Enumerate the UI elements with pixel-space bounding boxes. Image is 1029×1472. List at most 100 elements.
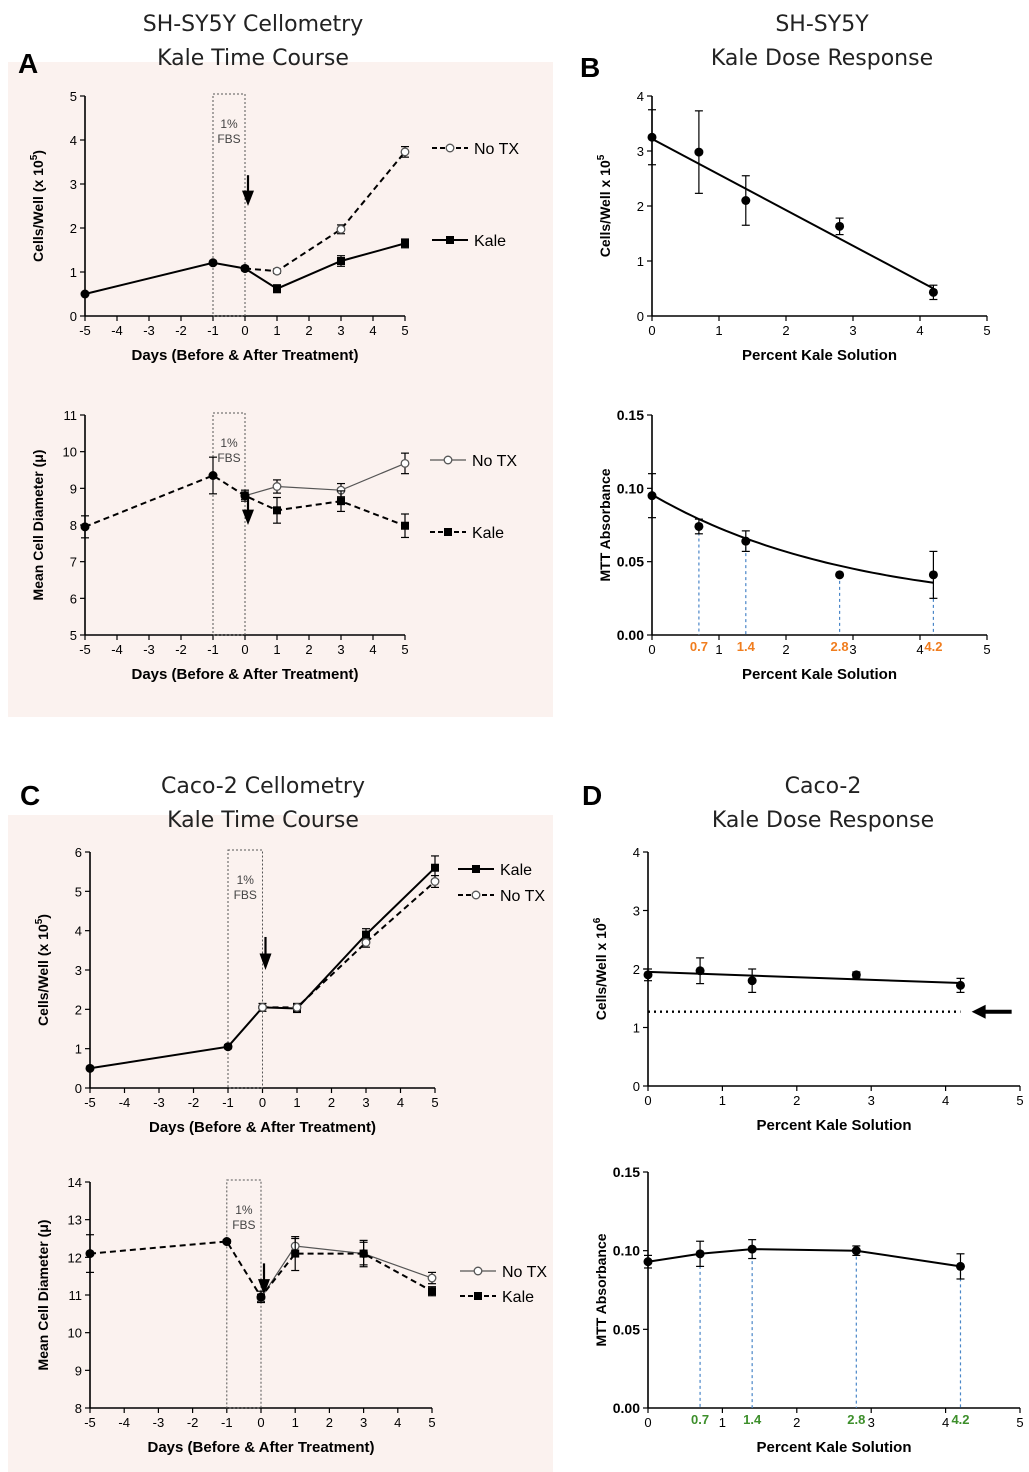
x-tick-label: -3 — [143, 642, 155, 657]
y-axis-label-end: ) — [30, 150, 46, 155]
y-tick-label: 3 — [633, 904, 640, 919]
legend-marker — [471, 890, 481, 900]
y-tick-label: 0.00 — [617, 627, 644, 643]
x-axis-label: Days (Before & After Treatment) — [149, 1119, 376, 1136]
fbs-box-label: FBS — [232, 1218, 255, 1232]
series-line — [647, 1248, 961, 1268]
x-axis-label: Percent Kale Solution — [742, 666, 897, 683]
x-tick-label: 3 — [360, 1415, 367, 1430]
x-tick-label: -3 — [143, 323, 155, 338]
title-b-line2: Kale Dose Response — [710, 46, 934, 71]
data-point — [643, 1257, 653, 1267]
x-tick-label: 3 — [337, 642, 344, 657]
y-tick-label: 0.05 — [617, 554, 644, 570]
fbs-box-label: 1% — [237, 873, 255, 887]
fbs-box-label: 1% — [220, 436, 238, 450]
x-axis-label: Days (Before & After Treatment) — [132, 666, 359, 683]
y-tick-label: 0 — [637, 309, 644, 324]
x-tick-label: 1 — [292, 1415, 299, 1430]
x-tick-label: 2 — [782, 642, 789, 657]
x-tick-label: 5 — [1016, 1415, 1023, 1430]
y-tick-label: 10 — [68, 1326, 82, 1341]
y-tick-label: 0 — [75, 1081, 82, 1096]
x-tick-label: -3 — [153, 1095, 165, 1110]
data-point — [851, 1246, 861, 1256]
legend-marker — [446, 236, 454, 244]
x-tick-label: 4 — [916, 323, 923, 338]
data-point — [85, 1063, 95, 1073]
x-tick-label: 1 — [715, 323, 722, 338]
y-tick-label: 0.10 — [613, 1243, 640, 1259]
data-point — [240, 263, 250, 273]
legend-label: Kale — [474, 233, 506, 250]
chart-c-cells-time-course: -5 -4 -3 -2 -1 0 1 2 3 4 5 0 1 2 3 4 5 6 Days (Before & Af… — [34, 845, 545, 1136]
chart-d-mtt-dose-response: 0 1 2 3 4 5 0.00 0.05 0.10 0.15 Percent Kale Solut… — [593, 1164, 1024, 1456]
dose-label: 1.4 — [737, 639, 756, 654]
data-point — [741, 196, 751, 205]
x-tick-label: 2 — [782, 323, 789, 338]
data-point-open — [292, 1002, 302, 1012]
x-tick-label: 4 — [916, 642, 923, 657]
x-tick-label: -1 — [207, 642, 219, 657]
legend-marker — [473, 1266, 483, 1276]
x-tick-label: -5 — [79, 642, 91, 657]
data-point-open — [361, 938, 371, 947]
data-point — [747, 1244, 757, 1254]
y-tick-label: 3 — [70, 177, 77, 192]
data-point-open — [400, 147, 410, 157]
data-point — [643, 970, 653, 980]
data-point-square — [362, 930, 370, 939]
y-tick-label: 0.00 — [613, 1400, 640, 1416]
y-axis-label-exponent: 5 — [34, 918, 45, 924]
x-tick-label: 3 — [868, 1415, 875, 1430]
y-axis-label: Cells/Well (x 105) — [29, 150, 46, 262]
x-axis-label: Days (Before & After Treatment) — [132, 347, 359, 364]
y-axis-label-exponent: 5 — [596, 154, 607, 160]
y-tick-label: 11 — [64, 408, 78, 423]
treatment-arrow-head — [242, 190, 254, 206]
data-point-square — [291, 1249, 300, 1258]
series-line — [244, 151, 406, 273]
x-tick-label: -4 — [119, 1095, 131, 1110]
y-tick-label: 0 — [70, 309, 77, 324]
legend-label: Kale — [502, 1289, 534, 1306]
x-tick-label: -2 — [188, 1095, 200, 1110]
y-tick-label: 2 — [75, 1002, 82, 1017]
y-tick-label: 4 — [70, 133, 77, 148]
x-tick-label: -3 — [153, 1415, 165, 1430]
fbs-box — [212, 412, 246, 636]
legend-label: No TX — [472, 453, 517, 470]
data-point-square — [359, 1249, 368, 1258]
data-point — [741, 536, 751, 546]
legend-marker — [444, 528, 452, 536]
series-line — [262, 880, 436, 1009]
treatment-arrow-head — [259, 953, 272, 970]
x-tick-label: -1 — [221, 1415, 233, 1430]
y-tick-label: 1 — [633, 1021, 640, 1036]
series-line — [244, 462, 406, 497]
x-tick-label: 0 — [241, 642, 248, 657]
fit-line — [647, 970, 961, 985]
y-axis-label: MTT Absorbance — [597, 468, 613, 581]
y-tick-label: 5 — [75, 884, 82, 899]
fit-curve — [651, 493, 934, 584]
x-tick-label: -4 — [118, 1415, 130, 1430]
treatment-arrow-head — [242, 509, 254, 525]
x-tick-label: 5 — [401, 642, 408, 657]
data-point — [80, 522, 90, 532]
series-line — [84, 474, 406, 528]
y-tick-label: 11 — [69, 1288, 83, 1303]
y-tick-label: 0.10 — [617, 480, 644, 496]
title-b-line1: SH-SY5Y — [775, 12, 869, 37]
x-tick-label: 5 — [401, 323, 408, 338]
data-point — [256, 1292, 266, 1302]
dose-label: 4.2 — [924, 639, 942, 654]
y-tick-label: 2 — [637, 199, 644, 214]
y-axis-label: Cells/Well (x 105) — [34, 914, 51, 1026]
y-tick-label: 0.05 — [613, 1321, 640, 1337]
series-line — [84, 242, 406, 295]
x-tick-label: 2 — [326, 1415, 333, 1430]
y-axis-label: Mean Cell Diameter (μ) — [30, 450, 46, 601]
x-tick-label: 2 — [793, 1415, 800, 1430]
chart-b-cells-dose-response: 0 1 2 3 4 5 0 1 2 3 4 Percent Kale Solution Cells/We… — [596, 89, 991, 364]
